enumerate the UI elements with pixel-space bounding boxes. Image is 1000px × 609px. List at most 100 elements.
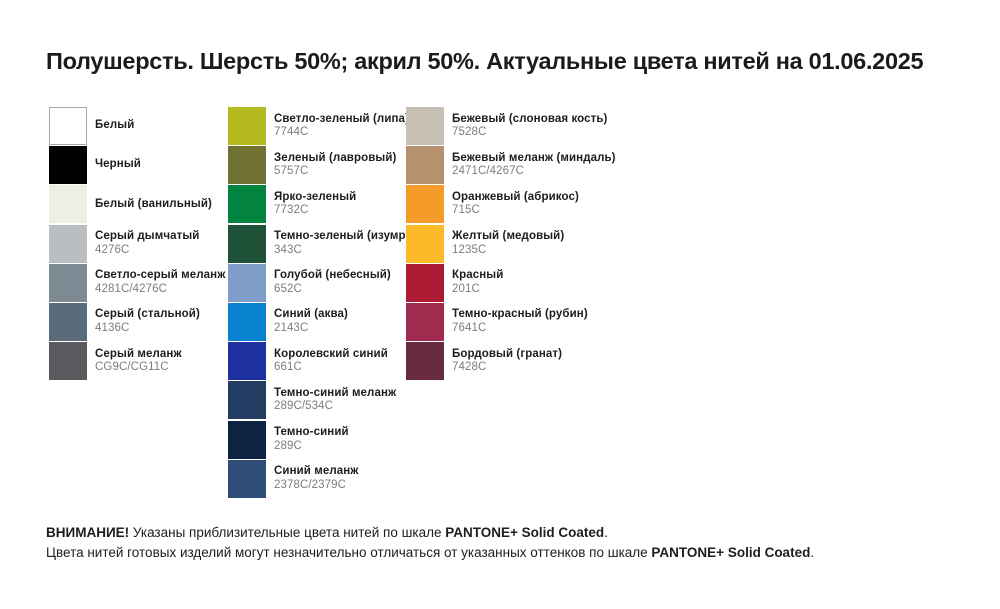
color-labels: Красный 201C (452, 269, 503, 296)
color-swatch (406, 342, 444, 381)
color-row: Королевский синий 661C (228, 342, 423, 381)
color-row: Бордовый (гранат) 7428C (406, 342, 616, 381)
color-labels: Светло-серый меланж 4281C/4276C (95, 269, 225, 296)
color-name: Черный (95, 158, 141, 171)
color-row: Голубой (небесный) 652C (228, 263, 423, 302)
color-name: Серый (стальной) (95, 308, 200, 321)
color-column-1: Белый Черный Белый (ванильный) Серый дымчат… (49, 107, 225, 381)
pantone-code: 1235C (452, 243, 487, 256)
color-labels: Темно-синий меланж 289C/534C (274, 387, 396, 414)
pantone-code: 5757C (274, 165, 309, 178)
color-swatch (49, 146, 87, 185)
color-labels: Серый (стальной) 4136C (95, 308, 200, 335)
color-swatch (228, 420, 266, 459)
footer-line-2-text: Цвета нитей готовых изделий могут незнач… (46, 544, 652, 560)
pantone-code: 7428C (452, 361, 487, 374)
color-swatch (228, 342, 266, 381)
color-name: Синий (аква) (274, 308, 348, 321)
color-swatch (228, 146, 266, 185)
pantone-code: 652C (274, 282, 302, 295)
pantone-code: CG9C/CG11C (95, 361, 169, 374)
color-name: Зеленый (лавровый) (274, 151, 397, 164)
color-name: Бордовый (гранат) (452, 347, 563, 360)
pantone-code: 201C (452, 282, 480, 295)
color-row: Зеленый (лавровый) 5757C (228, 146, 423, 185)
pantone-code: 2143C (274, 321, 309, 334)
color-swatch (228, 459, 266, 498)
color-name: Белый (ванильный) (95, 197, 212, 210)
color-name: Темно-красный (рубин) (452, 308, 588, 321)
color-row: Красный 201C (406, 263, 616, 302)
color-row: Серый меланж CG9C/CG11C (49, 342, 225, 381)
color-swatch (49, 263, 87, 302)
color-swatch (49, 224, 87, 263)
color-labels: Королевский синий 661C (274, 348, 388, 375)
color-row: Темно-красный (рубин) 7641C (406, 302, 616, 341)
color-name: Оранжевый (абрикос) (452, 190, 579, 203)
color-name: Королевский синий (274, 347, 388, 360)
color-row: Синий (аква) 2143C (228, 302, 423, 341)
color-labels: Серый меланж CG9C/CG11C (95, 348, 182, 375)
color-name: Серый меланж (95, 347, 182, 360)
footer-line-1: ВНИМАНИЕ! Указаны приблизительные цвета … (46, 523, 814, 543)
color-name: Синий меланж (274, 465, 359, 478)
color-labels: Синий меланж 2378C/2379C (274, 465, 359, 492)
color-swatch (49, 302, 87, 341)
color-swatch (406, 185, 444, 224)
attention-label: ВНИМАНИЕ! (46, 525, 130, 540)
color-row: Синий меланж 2378C/2379C (228, 459, 423, 498)
footer-note: ВНИМАНИЕ! Указаны приблизительные цвета … (46, 523, 814, 562)
pantone-code: 2378C/2379C (274, 478, 347, 491)
color-name: Ярко-зеленый (274, 190, 357, 203)
color-row: Бежевый меланж (миндаль) 2471C/4267C (406, 146, 616, 185)
color-labels: Зеленый (лавровый) 5757C (274, 152, 396, 179)
color-labels: Светло-зеленый (липа) 7744C (274, 113, 409, 140)
pantone-code: 7732C (274, 204, 309, 217)
color-name: Бежевый (слоновая кость) (452, 112, 608, 125)
color-swatch (228, 107, 266, 145)
color-labels: Ярко-зеленый 7732C (274, 191, 356, 218)
pantone-code: 7744C (274, 126, 309, 138)
color-labels: Серый дымчатый 4276C (95, 230, 199, 257)
color-row: Светло-серый меланж 4281C/4276C (49, 263, 225, 302)
color-labels: Черный (95, 158, 141, 172)
color-swatch (406, 146, 444, 185)
footer-line-2: Цвета нитей готовых изделий могут незнач… (46, 543, 814, 563)
pantone-code: 289C/534C (274, 400, 334, 413)
color-swatch (49, 107, 87, 145)
footer-line-1-text: Указаны приблизительные цвета нитей по ш… (129, 525, 446, 540)
color-row: Серый (стальной) 4136C (49, 302, 225, 341)
color-name: Темно-синий (274, 426, 349, 438)
color-labels: Белый (95, 119, 134, 133)
color-name: Темно-синий меланж (274, 386, 397, 399)
color-name: Голубой (небесный) (274, 269, 391, 282)
color-swatch (228, 263, 266, 302)
color-name: Красный (452, 269, 504, 282)
pantone-code: 7528C (452, 126, 487, 138)
color-swatch (406, 107, 444, 145)
color-row: Темно-синий меланж 289C/534C (228, 381, 423, 420)
pantone-code: 2471C/4267C (452, 165, 525, 178)
color-row: Ярко-зеленый 7732C (228, 185, 423, 224)
pantone-code: 7641C (452, 321, 487, 334)
color-row: Белый (49, 107, 225, 145)
color-name: Белый (95, 119, 135, 132)
pantone-code: 661C (274, 361, 302, 374)
color-row: Желтый (медовый) 1235C (406, 224, 616, 263)
color-row: Оранжевый (абрикос) 715C (406, 185, 616, 224)
color-labels: Голубой (небесный) 652C (274, 269, 391, 296)
color-row: Серый дымчатый 4276C (49, 224, 225, 263)
pantone-brand: PANTONE+ Solid Coated (445, 525, 605, 540)
color-swatch (228, 302, 266, 341)
color-swatch (49, 185, 87, 224)
pantone-code: 4136C (95, 321, 130, 334)
pantone-code: 715C (452, 204, 480, 217)
color-row: Светло-зеленый (липа) 7744C (228, 107, 423, 145)
color-labels: Оранжевый (абрикос) 715C (452, 191, 579, 218)
color-swatch (228, 185, 266, 224)
color-name: Желтый (медовый) (452, 230, 565, 243)
color-swatch (406, 224, 444, 263)
color-swatch (406, 263, 444, 302)
footer-line-2-period: . (810, 544, 815, 560)
